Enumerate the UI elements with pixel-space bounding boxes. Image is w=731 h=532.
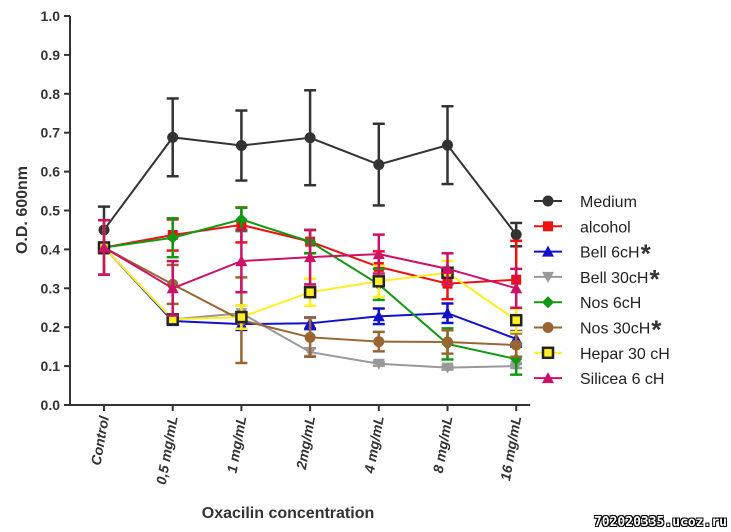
y-tick-label: 0.3 — [41, 280, 61, 296]
legend-label: Hepar 30 cH — [580, 346, 670, 363]
significance-star: * — [641, 239, 652, 269]
legend-item-7: Silicea 6 cH — [534, 371, 664, 388]
legend-marker — [542, 195, 554, 207]
data-point — [509, 313, 523, 327]
x-tick-label: 0,5 mg/mL — [153, 415, 181, 486]
y-tick-label: 0.0 — [41, 397, 61, 413]
data-point — [166, 282, 179, 294]
y-tick-label: 1.0 — [41, 8, 61, 24]
y-axis-label: O.D. 600nm — [14, 166, 31, 254]
data-point — [441, 262, 454, 274]
legend-label: Bell 30cH — [580, 270, 648, 287]
legend-item-3: Bell 30cH * — [534, 264, 660, 294]
data-point — [441, 307, 454, 319]
data-point — [510, 282, 523, 294]
x-tick-label: 2mg/mL — [293, 415, 318, 472]
data-point — [372, 248, 385, 260]
legend-label: Nos 6cH — [580, 295, 641, 312]
data-point — [303, 285, 317, 299]
y-tick-label: 0.7 — [41, 125, 61, 141]
y-tick-label: 0.6 — [41, 164, 61, 180]
data-point — [235, 255, 248, 267]
x-tick-label: 4 mg/mL — [361, 415, 387, 475]
legend-marker — [543, 221, 553, 232]
data-point — [372, 358, 385, 370]
y-tick-label: 0.9 — [41, 47, 61, 63]
x-tick-label: 16 mg/mL — [497, 415, 524, 482]
data-point — [98, 241, 110, 253]
data-point — [304, 331, 316, 343]
data-point — [442, 139, 453, 151]
legend-marker — [542, 245, 554, 257]
x-tick-label: Control — [88, 414, 113, 467]
legend-marker — [541, 346, 555, 360]
data-point — [442, 336, 453, 348]
y-tick-label: 0.2 — [41, 319, 61, 335]
data-point — [510, 339, 522, 351]
data-point — [373, 336, 385, 348]
data-point — [304, 251, 317, 263]
data-point — [441, 362, 454, 374]
x-tick-label: 8 mg/mL — [430, 415, 456, 474]
legend-item-4: Nos 6cH — [534, 295, 641, 312]
legend-label: alcohol — [580, 219, 631, 236]
series-group — [97, 89, 523, 376]
legend-label: Silicea 6 cH — [580, 371, 664, 388]
significance-star: * — [651, 315, 662, 345]
data-point — [372, 310, 385, 322]
legend-label: Nos 30cH — [580, 321, 650, 338]
y-tick-label: 0.8 — [41, 86, 61, 102]
y-tick-label: 0.5 — [41, 203, 61, 219]
legend-marker — [542, 271, 554, 283]
series-7 — [98, 218, 523, 317]
watermark: 702020335.ucoz.ru — [593, 515, 727, 530]
x-tick-label: 1 mg/mL — [224, 415, 250, 474]
y-tick-label: 0.4 — [41, 241, 61, 257]
significance-star: * — [649, 264, 660, 294]
x-axis-label: Oxacilin concentration — [202, 505, 374, 522]
data-point — [372, 275, 386, 288]
legend-item-2: Bell 6cH * — [534, 239, 652, 269]
legend-marker — [542, 322, 554, 333]
legend-marker — [542, 296, 554, 309]
legend-item-1: alcohol — [534, 219, 631, 236]
data-point — [167, 131, 179, 143]
legend-item-0: Medium — [534, 194, 637, 211]
y-tick-label: 0.1 — [41, 358, 61, 374]
data-point — [235, 140, 247, 152]
data-point — [235, 310, 248, 324]
data-point — [510, 229, 522, 241]
data-point — [166, 231, 179, 244]
legend-item-6: Hepar 30 cH — [534, 346, 670, 363]
data-point — [373, 159, 385, 171]
data-point — [235, 213, 248, 226]
data-point — [304, 132, 316, 144]
legend-label: Medium — [580, 194, 637, 211]
legend-label: Bell 6cH — [580, 245, 640, 262]
legend-marker — [542, 372, 554, 384]
legend-item-5: Nos 30cH * — [534, 315, 662, 345]
